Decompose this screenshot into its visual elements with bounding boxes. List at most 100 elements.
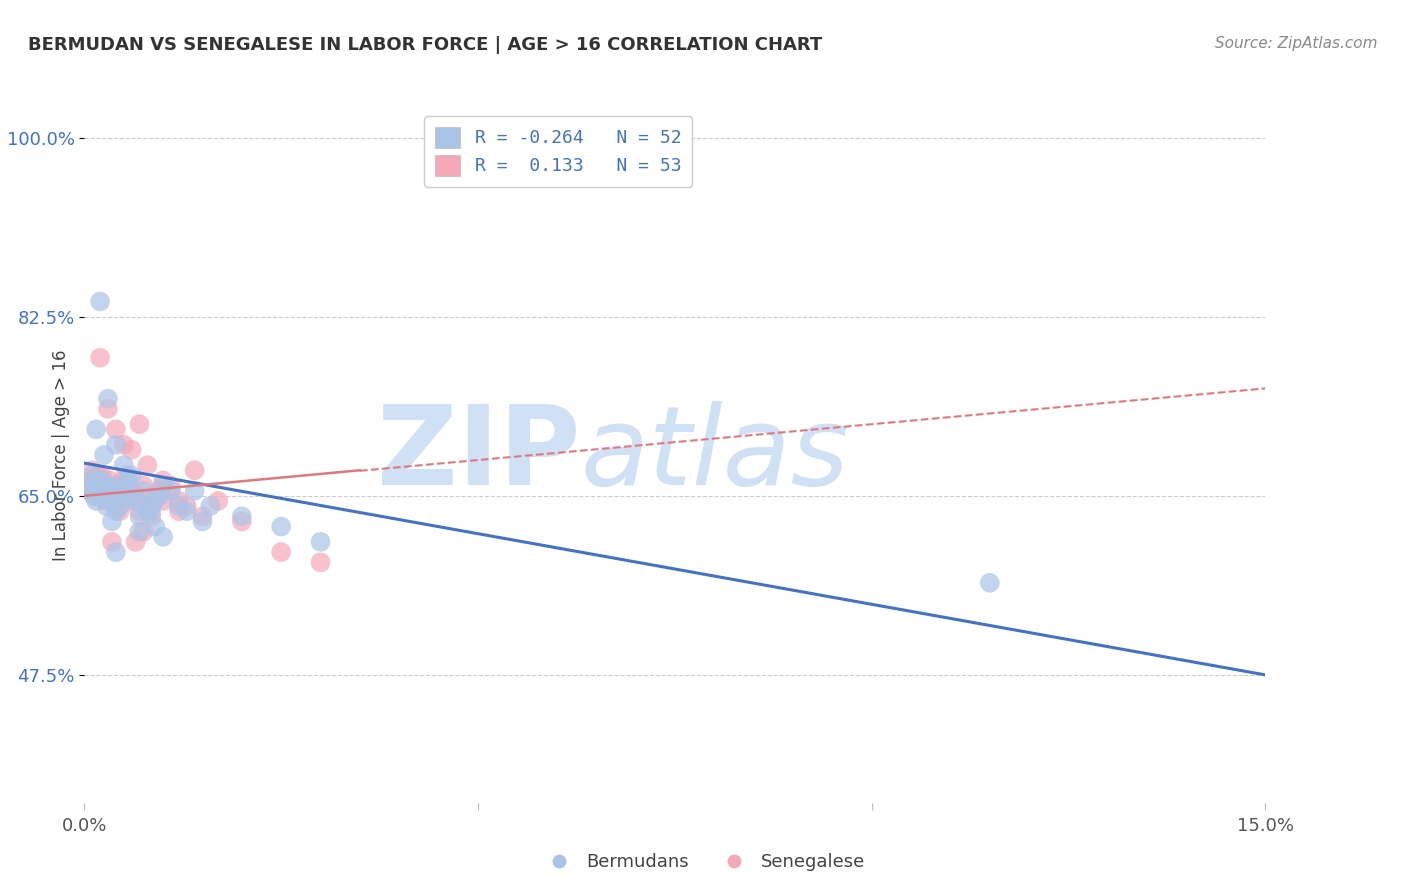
Point — [231, 515, 253, 529]
Point — [160, 483, 183, 498]
Point — [112, 483, 135, 498]
Point — [124, 489, 146, 503]
Point — [87, 468, 110, 483]
Point — [104, 438, 127, 452]
Point — [117, 494, 139, 508]
Point — [89, 351, 111, 365]
Point — [141, 499, 163, 513]
Point — [132, 524, 155, 539]
Point — [121, 468, 143, 483]
Text: ZIP: ZIP — [377, 401, 581, 508]
Point — [191, 509, 214, 524]
Point — [136, 504, 159, 518]
Point — [124, 494, 146, 508]
Point — [83, 489, 105, 503]
Point — [183, 483, 205, 498]
Point — [84, 489, 107, 503]
Point — [107, 489, 129, 503]
Point — [77, 483, 100, 498]
Point — [104, 422, 127, 436]
Legend: R = -0.264   N = 52, R =  0.133   N = 53: R = -0.264 N = 52, R = 0.133 N = 53 — [425, 116, 692, 186]
Point — [128, 417, 150, 432]
Point — [270, 545, 292, 559]
Point — [148, 483, 170, 498]
Point — [124, 535, 146, 549]
Point — [98, 478, 121, 492]
Point — [132, 483, 155, 498]
Point — [136, 458, 159, 472]
Point — [148, 489, 170, 503]
Point — [121, 442, 143, 457]
Point — [108, 504, 131, 518]
Point — [143, 489, 166, 503]
Point — [183, 463, 205, 477]
Point — [87, 474, 110, 488]
Point — [152, 494, 174, 508]
Point — [176, 499, 198, 513]
Point — [111, 474, 134, 488]
Point — [97, 489, 120, 503]
Point — [309, 535, 332, 549]
Point — [143, 494, 166, 508]
Point — [101, 489, 124, 503]
Point — [136, 494, 159, 508]
Point — [89, 294, 111, 309]
Y-axis label: In Labor Force | Age > 16: In Labor Force | Age > 16 — [52, 349, 70, 561]
Point — [121, 483, 143, 498]
Text: BERMUDAN VS SENEGALESE IN LABOR FORCE | AGE > 16 CORRELATION CHART: BERMUDAN VS SENEGALESE IN LABOR FORCE | … — [28, 36, 823, 54]
Point — [141, 509, 163, 524]
Point — [93, 478, 115, 492]
Text: atlas: atlas — [581, 401, 849, 508]
Point — [231, 509, 253, 524]
Point — [176, 504, 198, 518]
Point — [83, 483, 105, 498]
Point — [93, 448, 115, 462]
Point — [200, 499, 222, 513]
Point — [84, 422, 107, 436]
Point — [104, 499, 127, 513]
Point — [97, 392, 120, 406]
Point — [160, 478, 183, 492]
Point — [128, 524, 150, 539]
Point — [107, 483, 129, 498]
Point — [270, 519, 292, 533]
Point — [117, 474, 139, 488]
Point — [98, 474, 121, 488]
Point — [132, 478, 155, 492]
Point — [121, 489, 143, 503]
Point — [136, 499, 159, 513]
Point — [93, 483, 115, 498]
Point — [90, 474, 112, 488]
Point — [112, 438, 135, 452]
Point — [167, 499, 190, 513]
Point — [152, 474, 174, 488]
Point — [79, 478, 101, 492]
Point — [191, 515, 214, 529]
Point — [101, 535, 124, 549]
Point — [309, 555, 332, 569]
Point — [112, 458, 135, 472]
Point — [128, 504, 150, 518]
Point — [89, 483, 111, 498]
Point — [111, 478, 134, 492]
Point — [104, 504, 127, 518]
Point — [117, 468, 139, 483]
Point — [152, 530, 174, 544]
Point — [979, 575, 1001, 590]
Point — [152, 478, 174, 492]
Point — [101, 494, 124, 508]
Point — [108, 494, 131, 508]
Text: Source: ZipAtlas.com: Source: ZipAtlas.com — [1215, 36, 1378, 51]
Point — [96, 494, 118, 508]
Point — [141, 504, 163, 518]
Point — [97, 401, 120, 416]
Point — [84, 494, 107, 508]
Point — [101, 515, 124, 529]
Point — [112, 478, 135, 492]
Legend: Bermudans, Senegalese: Bermudans, Senegalese — [534, 847, 872, 879]
Point — [90, 468, 112, 483]
Point — [207, 494, 229, 508]
Point — [167, 494, 190, 508]
Point — [82, 463, 104, 477]
Point — [143, 519, 166, 533]
